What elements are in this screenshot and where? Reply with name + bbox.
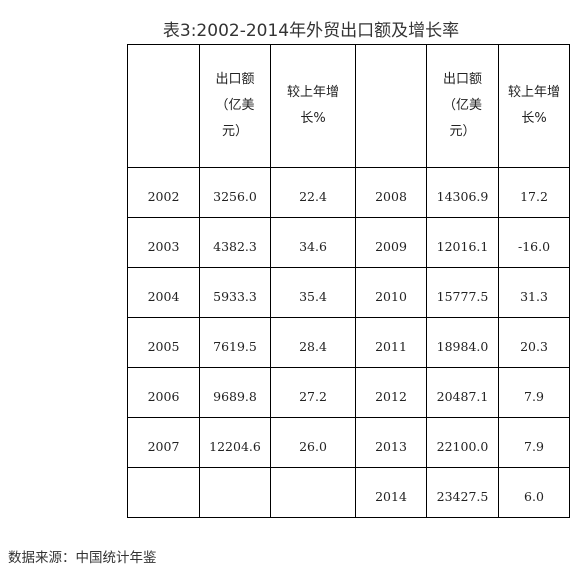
header-blank-cell-2: [355, 44, 427, 168]
header-growth-right-label: 较上年增长%: [507, 85, 560, 126]
header-export-left: 出口额（亿美元）: [199, 44, 271, 168]
cell-year-a: [127, 467, 200, 518]
cell-export-a: 5933.3: [199, 267, 271, 318]
header-export-right: 出口额（亿美元）: [426, 44, 499, 168]
cell-growth-b: 31.3: [498, 267, 570, 318]
cell-growth-a: [270, 467, 356, 518]
cell-export-b: 23427.5: [426, 467, 499, 518]
cell-growth-a: 27.2: [270, 367, 356, 418]
table-row: 2002 3256.0 22.4 2008 14306.9 17.2: [127, 167, 570, 218]
cell-year-b: 2011: [355, 317, 427, 368]
table-body: 2002 3256.0 22.4 2008 14306.9 17.2 2003 4382.3 3…: [127, 167, 570, 518]
cell-export-a: 7619.5: [199, 317, 271, 368]
table-row: 2005 7619.5 28.4 2011 18984.0 20.3: [127, 317, 570, 368]
header-export-left-label: 出口额（亿美元）: [215, 72, 255, 139]
cell-growth-a: 28.4: [270, 317, 356, 368]
table-row: 2004 5933.3 35.4 2010 15777.5 31.3: [127, 267, 570, 318]
cell-year-a: 2003: [127, 217, 200, 268]
cell-year-b: 2010: [355, 267, 427, 318]
cell-year-b: 2013: [355, 417, 427, 468]
cell-year-a: 2004: [127, 267, 200, 318]
cell-export-b: 15777.5: [426, 267, 499, 318]
header-blank-cell: [127, 44, 200, 168]
cell-year-b: 2012: [355, 367, 427, 418]
header-growth-right: 较上年增长%: [498, 44, 570, 168]
cell-growth-a: 35.4: [270, 267, 356, 318]
cell-growth-a: 34.6: [270, 217, 356, 268]
export-table: 出口额（亿美元） 较上年增长% 出口额（亿美元） 较上年增长% 2002 3256…: [127, 44, 570, 518]
cell-year-a: 2006: [127, 367, 200, 418]
cell-export-a: 12204.6: [199, 417, 271, 468]
cell-year-a: 2005: [127, 317, 200, 368]
cell-export-a: [199, 467, 271, 518]
cell-growth-b: 20.3: [498, 317, 570, 368]
cell-export-b: 22100.0: [426, 417, 499, 468]
header-row: 出口额（亿美元） 较上年增长% 出口额（亿美元） 较上年增长%: [127, 44, 570, 168]
table-row: 2007 12204.6 26.0 2013 22100.0 7.9: [127, 417, 570, 468]
table-row: 2003 4382.3 34.6 2009 12016.1 -16.0: [127, 217, 570, 268]
cell-export-a: 9689.8: [199, 367, 271, 418]
header-export-right-label: 出口额（亿美元）: [442, 72, 482, 139]
cell-export-b: 18984.0: [426, 317, 499, 368]
data-source-note: 数据来源：中国统计年鉴: [8, 550, 157, 566]
cell-export-a: 4382.3: [199, 217, 271, 268]
cell-export-b: 14306.9: [426, 167, 499, 218]
cell-export-a: 3256.0: [199, 167, 271, 218]
cell-growth-b: 7.9: [498, 417, 570, 468]
cell-year-a: 2002: [127, 167, 200, 218]
cell-export-b: 20487.1: [426, 367, 499, 418]
cell-growth-b: 6.0: [498, 467, 570, 518]
cell-growth-a: 22.4: [270, 167, 356, 218]
cell-year-b: 2008: [355, 167, 427, 218]
table-row: 2014 23427.5 6.0: [127, 467, 570, 518]
table-row: 2006 9689.8 27.2 2012 20487.1 7.9: [127, 367, 570, 418]
cell-growth-a: 26.0: [270, 417, 356, 468]
cell-growth-b: -16.0: [498, 217, 570, 268]
cell-year-a: 2007: [127, 417, 200, 468]
cell-year-b: 2014: [355, 467, 427, 518]
header-growth-left-label: 较上年增长%: [286, 85, 339, 126]
table-title: 表3:2002-2014年外贸出口额及增长率: [162, 21, 460, 41]
cell-growth-b: 17.2: [498, 167, 570, 218]
cell-growth-b: 7.9: [498, 367, 570, 418]
header-growth-left: 较上年增长%: [270, 44, 356, 168]
cell-year-b: 2009: [355, 217, 427, 268]
cell-export-b: 12016.1: [426, 217, 499, 268]
